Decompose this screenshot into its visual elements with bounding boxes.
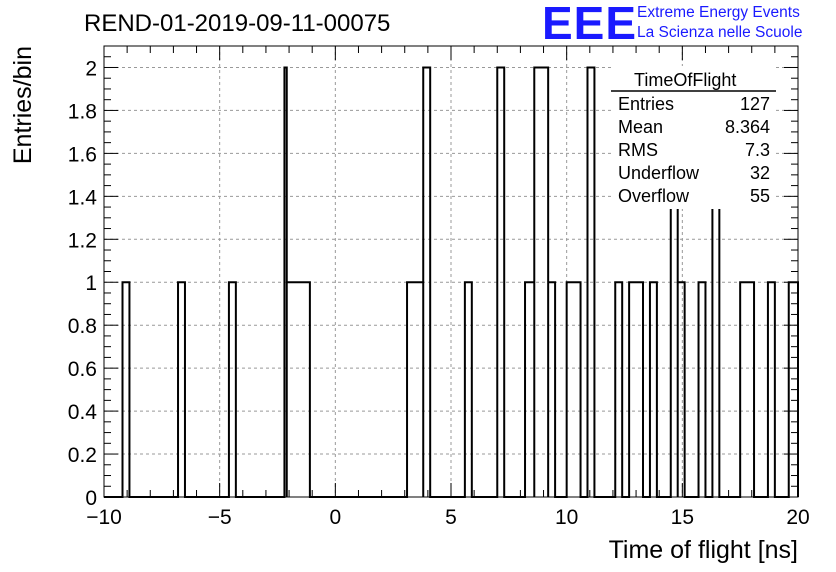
stats-box: [611, 66, 776, 209]
stats-value: 32: [749, 163, 770, 183]
histogram-bin: [740, 282, 754, 497]
stats-value: 55: [749, 186, 770, 206]
stats-key: Entries: [618, 94, 675, 114]
histogram-bin: [407, 282, 423, 497]
histogram-bin: [178, 282, 185, 497]
histogram-bin: [465, 282, 472, 497]
stats-box-title: TimeOfFlight: [634, 70, 737, 90]
x-tick-label: −10: [86, 506, 122, 529]
y-axis-label: Entries/bin: [9, 46, 37, 164]
logo-line-1: Extreme Energy Events: [637, 4, 800, 21]
histogram-bin: [525, 282, 534, 497]
histogram-bin: [615, 282, 622, 497]
y-tick-label: 0: [85, 487, 97, 510]
plot-title: REND-01-2019-09-11-00075: [84, 10, 391, 37]
y-tick-label: 0.6: [68, 358, 97, 381]
histogram-bin: [678, 282, 685, 497]
stats-value: 127: [739, 94, 770, 114]
stats-key: RMS: [618, 140, 658, 160]
y-tick-label: 1.2: [68, 229, 97, 252]
logo-line-2: La Scienza nelle Scuole: [637, 24, 803, 41]
x-tick-label: 15: [671, 506, 694, 529]
eee-logo: EEE: [542, 0, 638, 49]
histogram-bin: [650, 282, 657, 497]
y-tick-label: 1: [85, 272, 97, 295]
x-tick-label: 5: [445, 506, 457, 529]
histogram-bin: [768, 282, 775, 497]
stats-value: 8.364: [724, 117, 770, 137]
histogram-bin: [567, 282, 581, 497]
y-tick-label: 0.2: [68, 444, 97, 467]
histogram-bin: [699, 282, 706, 497]
histogram-bin: [123, 282, 130, 497]
stats-key: Overflow: [618, 186, 690, 206]
x-tick-label: −5: [208, 506, 232, 529]
y-tick-label: 1.8: [68, 100, 97, 123]
histogram-bin: [229, 282, 236, 497]
y-tick-label: 1.4: [68, 186, 98, 209]
histogram-bin: [287, 282, 310, 497]
histogram-bin: [548, 282, 555, 497]
stats-value: 7.3: [744, 140, 770, 160]
x-tick-label: 20: [786, 506, 809, 529]
y-tick-label: 0.8: [68, 315, 97, 338]
x-tick-label: 0: [329, 506, 341, 529]
stats-key: Mean: [618, 117, 664, 137]
y-tick-label: 1.6: [68, 143, 97, 166]
y-tick-label: 0.4: [68, 401, 98, 424]
y-tick-label: 2: [85, 57, 97, 80]
x-axis-label: Time of flight [ns]: [609, 536, 798, 564]
histogram-bin: [629, 282, 643, 497]
stats-key: Underflow: [618, 163, 700, 183]
x-tick-label: 10: [555, 506, 578, 529]
